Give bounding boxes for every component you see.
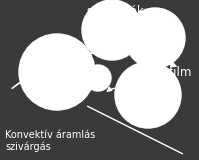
- Text: Diffúzió: Diffúzió: [120, 98, 166, 108]
- Circle shape: [19, 34, 95, 110]
- Circle shape: [125, 8, 185, 68]
- Text: biofilm: biofilm: [152, 65, 192, 79]
- Text: szivárgás: szivárgás: [5, 141, 51, 152]
- Text: Konvektív áramlás: Konvektív áramlás: [5, 130, 95, 140]
- Circle shape: [115, 62, 181, 128]
- Circle shape: [85, 65, 111, 91]
- Circle shape: [82, 0, 142, 60]
- Text: szemcsék: szemcsék: [86, 5, 144, 18]
